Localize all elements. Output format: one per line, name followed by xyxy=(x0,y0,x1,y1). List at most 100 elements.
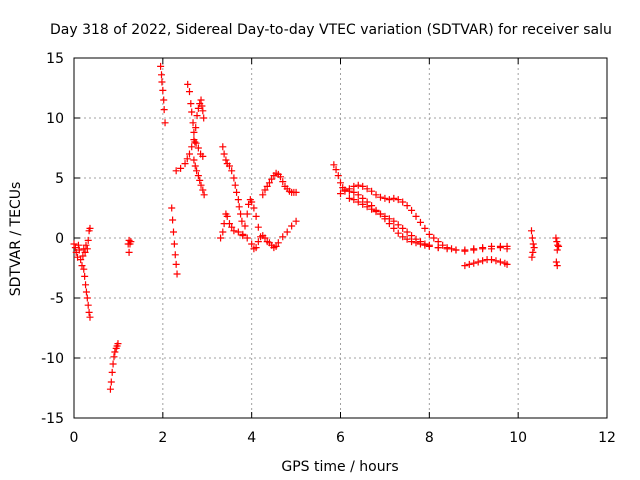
data-point xyxy=(196,176,204,184)
data-point xyxy=(421,224,429,232)
data-point xyxy=(200,191,208,199)
data-point xyxy=(425,241,433,249)
data-point xyxy=(228,223,236,231)
data-point xyxy=(448,245,456,253)
data-point xyxy=(421,240,429,248)
data-point xyxy=(354,181,362,189)
x-tick-label: 10 xyxy=(509,430,527,446)
x-tick-label: 8 xyxy=(425,430,434,446)
data-point xyxy=(390,217,398,225)
data-point xyxy=(238,217,246,225)
data-point xyxy=(191,138,199,146)
data-point xyxy=(225,162,233,170)
data-point xyxy=(359,182,367,190)
data-point xyxy=(125,248,133,256)
data-point xyxy=(111,348,119,356)
data-point xyxy=(234,228,242,236)
data-point xyxy=(474,258,482,266)
data-point xyxy=(225,220,233,228)
data-point xyxy=(399,224,407,232)
data-point xyxy=(241,222,249,230)
data-point xyxy=(279,233,287,241)
series-arc-c xyxy=(106,340,122,393)
data-point xyxy=(217,234,225,242)
data-point xyxy=(243,234,251,242)
data-point xyxy=(219,228,227,236)
data-point xyxy=(470,246,478,254)
data-point xyxy=(529,240,537,248)
data-point xyxy=(403,228,411,236)
data-point xyxy=(292,188,300,196)
data-point xyxy=(363,203,371,211)
data-point xyxy=(80,265,88,273)
data-point xyxy=(109,360,117,368)
data-point xyxy=(332,166,340,174)
data-point xyxy=(452,246,460,254)
data-point xyxy=(187,100,195,108)
data-point xyxy=(403,235,411,243)
data-point xyxy=(239,232,247,240)
data-point xyxy=(185,150,193,158)
data-point xyxy=(197,96,205,104)
y-tick-label: -10 xyxy=(41,351,64,367)
data-point xyxy=(161,119,169,127)
series-arc-k xyxy=(217,210,300,253)
data-point xyxy=(394,221,402,229)
y-tick-label: 10 xyxy=(46,111,64,127)
data-point xyxy=(194,172,202,180)
data-point xyxy=(385,196,393,204)
data-point xyxy=(199,152,207,160)
data-point xyxy=(412,212,420,220)
data-point xyxy=(82,281,90,289)
data-point xyxy=(191,162,199,170)
data-point xyxy=(200,114,208,122)
data-point xyxy=(350,182,358,190)
data-point xyxy=(75,246,83,254)
data-point xyxy=(345,185,353,193)
y-tick-label: 15 xyxy=(46,51,64,67)
data-point xyxy=(528,234,536,242)
data-point xyxy=(488,256,496,264)
data-point xyxy=(430,234,438,242)
data-point xyxy=(354,198,362,206)
y-tick-label: -5 xyxy=(50,291,64,307)
data-point xyxy=(261,186,269,194)
data-point xyxy=(288,222,296,230)
data-point xyxy=(274,239,282,247)
data-point xyxy=(82,241,90,249)
data-point xyxy=(334,172,342,180)
data-point xyxy=(279,178,287,186)
data-point xyxy=(198,102,206,110)
data-point xyxy=(172,167,180,175)
data-point xyxy=(82,288,90,296)
data-point xyxy=(381,194,389,202)
data-point xyxy=(160,96,168,104)
data-point xyxy=(183,155,191,163)
data-point xyxy=(84,301,92,309)
data-point xyxy=(461,262,469,270)
series-arc-l xyxy=(239,196,262,240)
data-point xyxy=(192,139,200,147)
data-point xyxy=(159,86,167,94)
data-point xyxy=(160,106,168,114)
data-point xyxy=(79,252,87,260)
data-point xyxy=(254,238,262,246)
data-point xyxy=(234,196,242,204)
data-point xyxy=(337,179,344,187)
series-arc-s xyxy=(552,234,563,270)
data-point xyxy=(434,244,442,252)
data-point xyxy=(194,144,202,152)
series-arc-f xyxy=(168,204,181,278)
data-point xyxy=(354,191,362,199)
data-point xyxy=(416,218,424,226)
data-point xyxy=(188,108,196,116)
x-tick-label: 6 xyxy=(336,430,345,446)
data-point xyxy=(108,368,116,376)
data-point xyxy=(70,240,78,248)
data-points xyxy=(70,62,563,393)
data-point xyxy=(399,198,407,206)
data-point xyxy=(114,340,122,348)
data-point xyxy=(390,194,398,202)
data-point xyxy=(254,223,262,231)
